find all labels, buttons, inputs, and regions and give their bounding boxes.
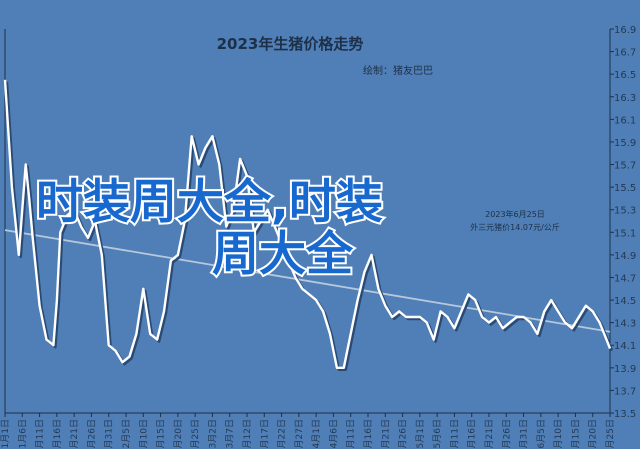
y-tick-label: 14.9 [614,251,636,262]
x-tick-label: 6月20日 [588,419,599,449]
x-tick-label: 3月22日 [277,419,288,449]
x-tick-label: 4月16日 [363,419,374,449]
price-series-line [3,79,612,369]
y-tick-label: 16.7 [614,48,636,59]
y-tick-label: 13.9 [614,364,636,375]
y-tick-label: 15.1 [614,228,636,239]
x-tick-label: 3月17日 [259,419,270,449]
x-tick-label: 1月26日 [86,419,97,449]
x-tick-label: 6月10日 [553,419,564,449]
x-tick-label: 4月21日 [380,419,391,449]
watermark-line-1: 时装周大全,时装 [36,175,383,230]
x-tick-label: 6月5日 [536,419,547,448]
y-tick-label: 13.7 [614,386,636,397]
x-tick-label: 5月1日 [415,419,426,448]
y-tick-label: 14.3 [614,319,636,330]
axes: 16.9 16.7 16.5 16.3 16.1 15.9 15.7 15.5 15.3 15.1… [0,25,636,449]
x-tick-label: 1月6日 [17,419,28,448]
x-tick-label: 1月11日 [35,419,46,449]
chart-title: 2023年生猪价格走势 [217,35,364,53]
x-tick-label: 5月26日 [501,419,512,449]
chart-credit: 绘制：猪友巴巴 [363,64,433,77]
y-tick-label: 15.7 [614,161,636,172]
latest-price-annotation: 外三元猪价14.07元/公斤 [470,222,560,232]
x-tick-label: 5月11日 [449,419,460,449]
x-tick-label: 1月16日 [52,419,63,449]
y-tick-label: 16.1 [614,115,636,126]
x-tick-label: 3月12日 [242,419,253,449]
y-tick-label: 16.9 [614,25,636,36]
x-tick-label: 3月27日 [294,419,305,449]
x-tick-label: 3月7日 [225,419,236,448]
y-tick-label: 15.9 [614,138,636,149]
x-tick-label: 1月21日 [69,419,80,449]
x-tick-label: 2月10日 [138,419,149,449]
x-tick-label: 5月21日 [484,419,495,449]
x-tick-label: 2月5日 [121,419,132,448]
y-tick-label: 14.1 [614,341,636,352]
x-tick-label: 6月25日 [605,419,616,449]
x-tick-label: 2月15日 [156,419,167,449]
trend-line [4,229,611,333]
x-tick-label: 3月2日 [207,419,218,448]
x-tick-label: 4月1日 [311,419,322,448]
x-tick-label: 1月1日 [0,419,11,448]
x-tick-label: 4月26日 [398,419,409,449]
x-tick-label: 4月6日 [328,419,339,448]
x-tick-label: 2月20日 [173,419,184,449]
y-tick-label: 15.5 [614,183,636,194]
y-tick-label: 14.7 [614,273,636,284]
x-tick-label: 5月31日 [519,419,530,449]
x-tick-label: 5月16日 [467,419,478,449]
series-layer [3,79,614,371]
watermark-line-2: 周大全 [212,227,354,282]
x-tick-label: 6月15日 [570,419,581,449]
x-tick-label: 5月6日 [432,419,443,448]
y-tick-label: 16.3 [614,93,636,104]
x-tick-label: 4月11日 [346,419,357,449]
y-tick-label: 15.3 [614,206,636,217]
y-tick-label: 13.5 [614,409,636,420]
y-tick-label: 16.5 [614,70,636,81]
y-tick-label: 14.5 [614,296,636,307]
x-tick-label: 1月31日 [104,419,115,449]
latest-date-annotation: 2023年6月25日 [485,209,545,219]
x-tick-label: 2月25日 [190,419,201,449]
